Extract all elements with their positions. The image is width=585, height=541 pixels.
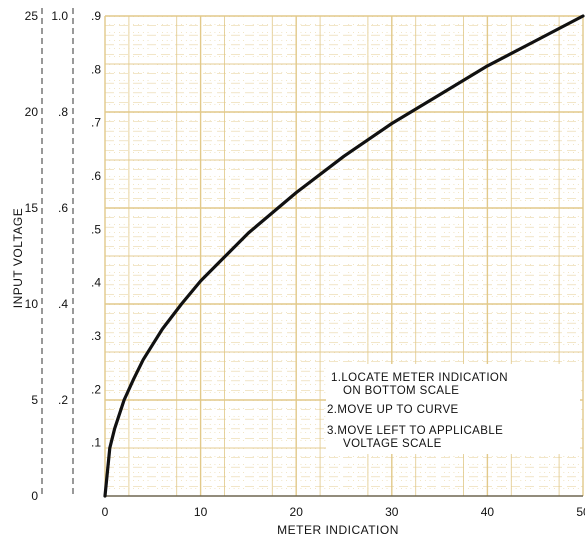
instruction-1-line-2: ON BOTTOM SCALE xyxy=(343,385,459,397)
x-tick-label: 30 xyxy=(385,505,399,519)
x-axis-label: METER INDICATION xyxy=(277,523,399,536)
x-tick-label: 20 xyxy=(290,505,304,519)
x-tick-label: 10 xyxy=(194,505,208,519)
instructions: 1.LOCATE METER INDICATION ON BOTTOM SCAL… xyxy=(326,364,580,454)
y-tick-label: .5 xyxy=(91,222,101,236)
x-tick-label: 50 xyxy=(576,505,585,519)
y-tick-label: 10 xyxy=(25,297,39,311)
y-tick-label: .7 xyxy=(91,116,101,130)
y-tick-label: .1 xyxy=(91,436,101,450)
y-tick-label: .9 xyxy=(91,9,101,23)
response-curve xyxy=(103,14,585,498)
y-axis-label: INPUT VOLTAGE xyxy=(11,208,25,309)
axes xyxy=(41,8,583,497)
instruction-1-line-1: 1.LOCATE METER INDICATION xyxy=(331,372,508,384)
y-tick-label: 5 xyxy=(31,393,38,407)
y-tick-label: .8 xyxy=(91,62,101,76)
x-tick-label: 0 xyxy=(102,505,109,519)
y-tick-label: .6 xyxy=(91,169,101,183)
y-tick-label: .8 xyxy=(58,105,68,119)
instructions-box xyxy=(326,364,580,454)
instruction-3-line-2: VOLTAGE SCALE xyxy=(343,438,442,450)
y-tick-label: 25 xyxy=(25,9,39,23)
y-tick-label: .2 xyxy=(91,382,101,396)
instruction-2: 2.MOVE UP TO CURVE xyxy=(327,404,459,416)
axis-labels: METER INDICATION INPUT VOLTAGE xyxy=(11,208,399,537)
y-tick-label: .4 xyxy=(91,276,101,290)
y-tick-label: 20 xyxy=(25,105,39,119)
instruction-3-line-1: 3.MOVE LEFT TO APPLICABLE xyxy=(327,425,503,437)
y-tick-label: .2 xyxy=(58,393,68,407)
curve-layer xyxy=(103,14,585,498)
y-tick-label: .3 xyxy=(91,329,101,343)
y-tick-label: 0 xyxy=(31,489,38,503)
tick-labels: 0 10 20 30 40 50 0 5 10 15 20 25 .2 .4 .6 .8 1.0 .1 .2 .3 .4… xyxy=(25,9,585,519)
y-tick-label: .6 xyxy=(58,201,68,215)
y-tick-label: 15 xyxy=(25,201,39,215)
x-tick-label: 40 xyxy=(481,505,495,519)
y-tick-label: .4 xyxy=(58,297,68,311)
y-tick-label: 1.0 xyxy=(51,9,68,23)
